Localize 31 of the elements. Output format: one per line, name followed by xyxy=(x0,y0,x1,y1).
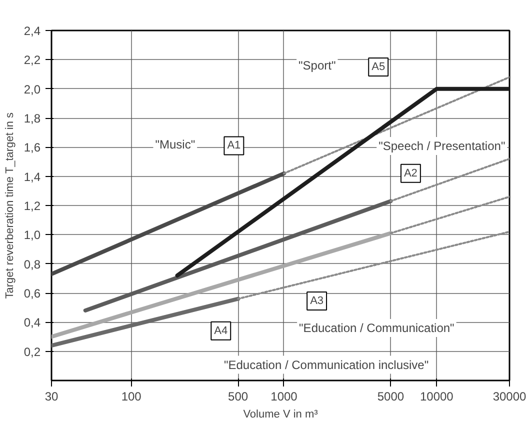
y-tick-label: 0,2 xyxy=(24,344,41,359)
annotation: A3 xyxy=(310,295,324,308)
annotation: "Speech / Presentation" xyxy=(378,139,506,153)
y-tick-label: 1,6 xyxy=(24,140,41,155)
annotation: "Education / Communication" xyxy=(299,321,454,335)
y-tick-label: 0,6 xyxy=(24,286,41,300)
annotation: "Education / Communication inclusive" xyxy=(224,358,429,372)
annotation: "Music" xyxy=(155,137,196,152)
y-tick-label: 1,8 xyxy=(24,112,41,126)
x-axis-title: Volume V in m³ xyxy=(243,408,318,420)
annotation: A5 xyxy=(372,60,386,73)
annotation: "Sport" xyxy=(298,58,336,72)
y-axis-title: Target reverberation time T_target in s xyxy=(4,112,16,299)
x-tick-label: 10000 xyxy=(420,390,454,404)
x-tick-label: 1000 xyxy=(270,390,298,404)
y-tick-label: 0,4 xyxy=(24,316,41,330)
y-tick-label: 2,4 xyxy=(24,24,41,38)
x-tick-label: 5000 xyxy=(377,390,404,404)
y-tick-label: 2,0 xyxy=(24,82,41,96)
y-tick-label: 1,4 xyxy=(24,170,41,184)
x-tick-label: 30 xyxy=(44,390,58,404)
y-tick-label: 1,2 xyxy=(24,199,41,213)
annotation: A4 xyxy=(214,324,228,337)
x-tick-label: 100 xyxy=(121,390,142,404)
annotation: A1 xyxy=(227,140,241,152)
x-tick-label: 500 xyxy=(228,390,248,404)
y-tick-label: 0,8 xyxy=(24,257,41,272)
annotation: A2 xyxy=(404,167,418,180)
y-tick-label: 2,2 xyxy=(24,53,41,68)
y-tick-label: 1,0 xyxy=(24,228,41,242)
x-tick-label: 30000 xyxy=(492,390,527,404)
